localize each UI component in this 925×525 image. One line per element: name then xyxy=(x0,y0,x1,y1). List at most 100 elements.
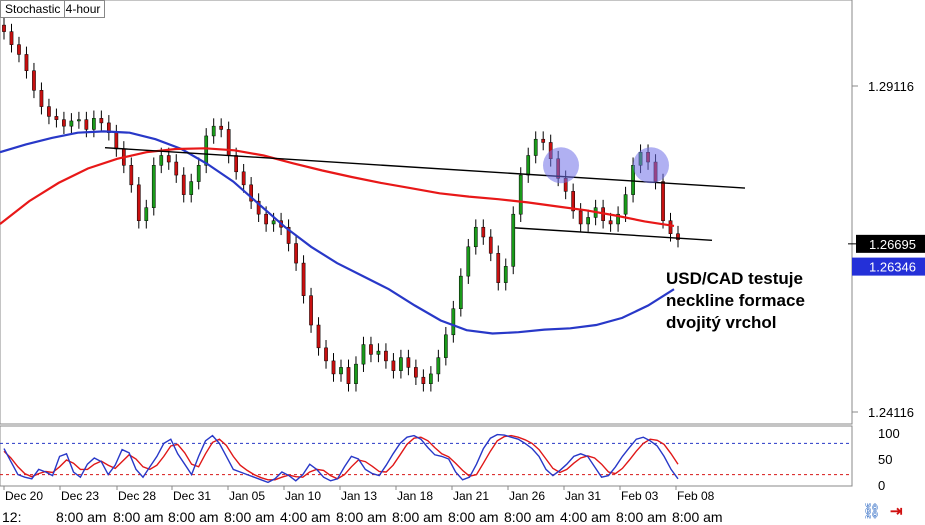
candle-body xyxy=(264,213,268,225)
candle-body xyxy=(144,207,149,221)
candle-body xyxy=(77,119,81,122)
date-tick-label: Jan 13 xyxy=(341,489,377,503)
candle-body xyxy=(2,24,6,32)
candle-body xyxy=(234,155,239,173)
candle-body xyxy=(39,90,44,107)
time-tick-label: 8:00 am xyxy=(672,509,723,525)
candle-body xyxy=(473,226,478,248)
date-tick-label: Jan 26 xyxy=(509,489,545,503)
candle-body xyxy=(219,125,224,130)
candle-body xyxy=(406,357,411,368)
candle-body xyxy=(376,350,381,355)
candle-body xyxy=(496,253,501,283)
date-tick-label: Dec 31 xyxy=(173,489,211,503)
candle-body xyxy=(226,129,231,156)
candle-body xyxy=(301,262,306,296)
stochastic-layer xyxy=(0,433,852,484)
neckline-line xyxy=(514,227,713,241)
date-tick-label: Jan 05 xyxy=(229,489,265,503)
resistance-line xyxy=(104,146,746,189)
stoch-tick-label: 100 xyxy=(878,426,900,441)
candle-body xyxy=(526,155,531,176)
arrow-icon[interactable]: ⇥ xyxy=(890,503,903,520)
candle-body xyxy=(518,174,523,215)
axis-layer: 1.29116 1.24116 1.26695 1.26346 100 50 0 Dec 20… xyxy=(2,79,925,525)
time-tick-label: 4:00 am xyxy=(280,509,331,525)
candle-body xyxy=(294,243,298,264)
date-tick-label: Jan 18 xyxy=(397,489,433,503)
candle-body xyxy=(339,367,343,375)
candle-body xyxy=(541,138,546,143)
candle-body xyxy=(9,31,14,45)
candle-body xyxy=(346,367,351,384)
candle-body xyxy=(309,295,313,326)
candle-body xyxy=(436,357,441,375)
candle-body xyxy=(99,118,104,124)
candle-body xyxy=(443,334,448,358)
candle-body xyxy=(458,275,463,309)
price-tick-label: 1.24116 xyxy=(868,405,914,420)
candle-body xyxy=(488,236,493,254)
candle-body xyxy=(661,181,665,221)
price-panel xyxy=(0,0,853,425)
candle-body xyxy=(421,376,426,384)
candle-body xyxy=(586,217,590,225)
date-tick-label: Feb 03 xyxy=(621,489,659,503)
stochastic-label: Stochastic xyxy=(0,0,66,18)
candle-body xyxy=(414,367,418,378)
last-price-box xyxy=(856,234,925,253)
candle-body xyxy=(316,324,321,349)
candle-body xyxy=(429,373,433,384)
stoch-tick-label: 0 xyxy=(878,478,885,493)
ma-line xyxy=(0,130,675,335)
date-tick-label: Feb 08 xyxy=(677,489,715,503)
ma-price-box xyxy=(852,257,925,276)
annotation-line-3: dvojitý vrchol xyxy=(666,313,777,332)
candle-body xyxy=(114,132,119,150)
candle-body xyxy=(331,360,336,375)
candle-body xyxy=(84,119,89,130)
candle-body xyxy=(256,200,261,215)
candle-body xyxy=(249,184,253,202)
candle-body xyxy=(159,155,164,166)
candle-body xyxy=(211,125,216,137)
time-tick-label: 12: xyxy=(2,509,21,525)
time-tick-label: 8:00 am xyxy=(392,509,443,525)
candle-body xyxy=(196,165,201,182)
annotation-line-1: USD/CAD testuje xyxy=(666,269,803,288)
candle-body xyxy=(151,165,156,208)
candle-body xyxy=(571,191,576,212)
chart-annotation: USD/CAD testuje neckline formace dvojitý… xyxy=(666,268,805,334)
candle-body xyxy=(166,155,171,163)
candle-body xyxy=(189,181,194,195)
candle-body xyxy=(608,220,613,225)
ma-price-label: 1.26346 xyxy=(869,260,916,275)
time-tick-label: 8:00 am xyxy=(616,509,667,525)
candle-body xyxy=(24,54,29,71)
stoch-tick-label: 50 xyxy=(878,452,892,467)
candle-body xyxy=(286,226,291,244)
date-tick-label: Jan 31 xyxy=(565,489,601,503)
candle-body xyxy=(391,360,396,371)
link-icon[interactable]: ⛓ xyxy=(862,503,882,520)
candle-body xyxy=(354,363,358,384)
time-tick-label: 8:00 am xyxy=(448,509,499,525)
candle-body xyxy=(181,174,186,195)
time-tick-label: 4:00 am xyxy=(560,509,611,525)
candle-body xyxy=(32,70,36,91)
annotation-line-2: neckline formace xyxy=(666,291,805,310)
last-price-label: 1.26695 xyxy=(869,237,916,252)
candle-body xyxy=(616,213,620,225)
candle-body xyxy=(384,350,388,362)
time-tick-label: 8:00 am xyxy=(336,509,387,525)
candle-body xyxy=(503,266,508,283)
candle-body xyxy=(369,344,373,355)
date-tick-label: Jan 10 xyxy=(285,489,321,503)
candle-body xyxy=(324,347,328,362)
top-circle-2 xyxy=(633,147,669,184)
candle-body xyxy=(466,246,471,277)
candle-body xyxy=(54,116,59,120)
candle-body xyxy=(511,213,516,267)
candle-body xyxy=(92,118,96,130)
